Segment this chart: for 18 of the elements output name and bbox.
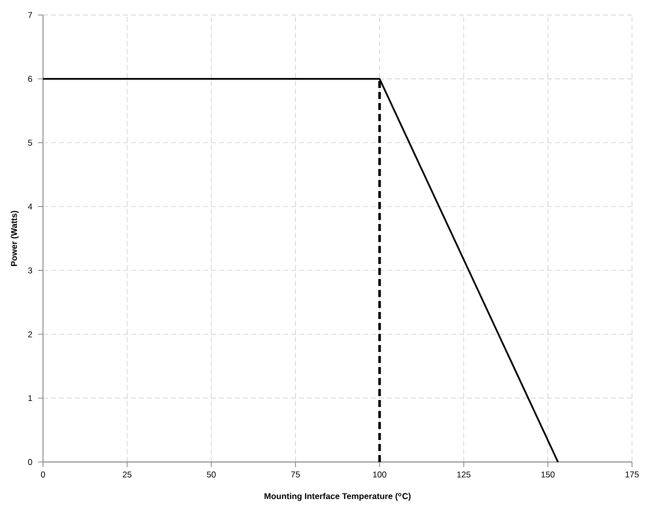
x-axis-title: Mounting Interface Temperature ($^{o}$C): [264, 492, 411, 501]
x-tick-label: 0: [40, 472, 46, 478]
x-tick-label: 125: [457, 472, 470, 478]
y-tick-label: 2: [28, 331, 32, 338]
x-tick-label: 25: [122, 472, 132, 478]
x-tick-label: 150: [541, 472, 555, 478]
x-tick-label: 175: [626, 472, 639, 478]
x-tick-label: 75: [291, 472, 300, 478]
y-tick-label: 6: [28, 76, 32, 82]
y-tick-label: 0: [28, 459, 32, 465]
x-tick-label: 50: [206, 472, 216, 478]
x-tick-label: 100: [373, 472, 386, 478]
y-tick-label: 4: [28, 204, 32, 210]
y-tick-label: 1: [28, 395, 32, 402]
y-axis-title: Power (Watts): [10, 210, 19, 266]
y-tick-label: 5: [28, 140, 32, 146]
y-tick-label: 3: [28, 267, 32, 274]
y-tick-label: 7: [28, 12, 32, 18]
